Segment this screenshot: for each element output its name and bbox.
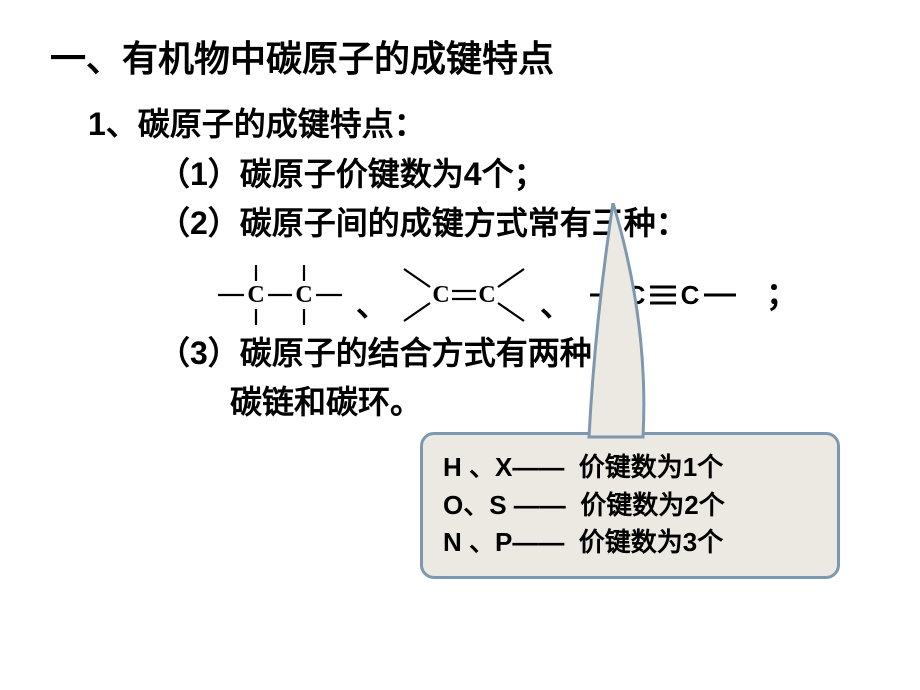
svg-text:C: C: [295, 282, 312, 308]
point-1: （1）碳原子价键数为4个；: [50, 150, 870, 200]
svg-text:C: C: [247, 282, 264, 308]
section-1-label: 1、碳原子的成键特点：: [50, 100, 870, 150]
callout-line-2: O、S —— 价键数为2个: [443, 487, 817, 525]
svg-text:C: C: [681, 280, 700, 310]
bond-structures: C C 、 C C 、: [50, 255, 870, 335]
bond-sep-2: 、: [540, 281, 572, 335]
svg-text:C: C: [432, 282, 449, 308]
single-bond-icon: C C: [210, 255, 350, 335]
callout-line-1: H 、X—— 价键数为1个: [443, 449, 817, 487]
bond-sep-1: 、: [356, 281, 388, 335]
point-2: （2）碳原子间的成键方式常有三种：: [50, 199, 870, 249]
valence-callout: H 、X—— 价键数为1个 O、S —— 价键数为2个 N 、P—— 价键数为3…: [420, 432, 840, 579]
bond-end: ；: [766, 270, 798, 320]
callout-tail: [571, 203, 661, 439]
double-bond-icon: C C: [394, 255, 534, 335]
svg-text:C: C: [478, 282, 495, 308]
point-3-detail: 碳链和碳环。: [50, 378, 870, 428]
page-title: 一、有机物中碳原子的成键特点: [50, 30, 870, 82]
callout-line-3: N 、P—— 价键数为3个: [443, 524, 817, 562]
point-3: （3）碳原子的结合方式有两种：: [50, 329, 870, 379]
